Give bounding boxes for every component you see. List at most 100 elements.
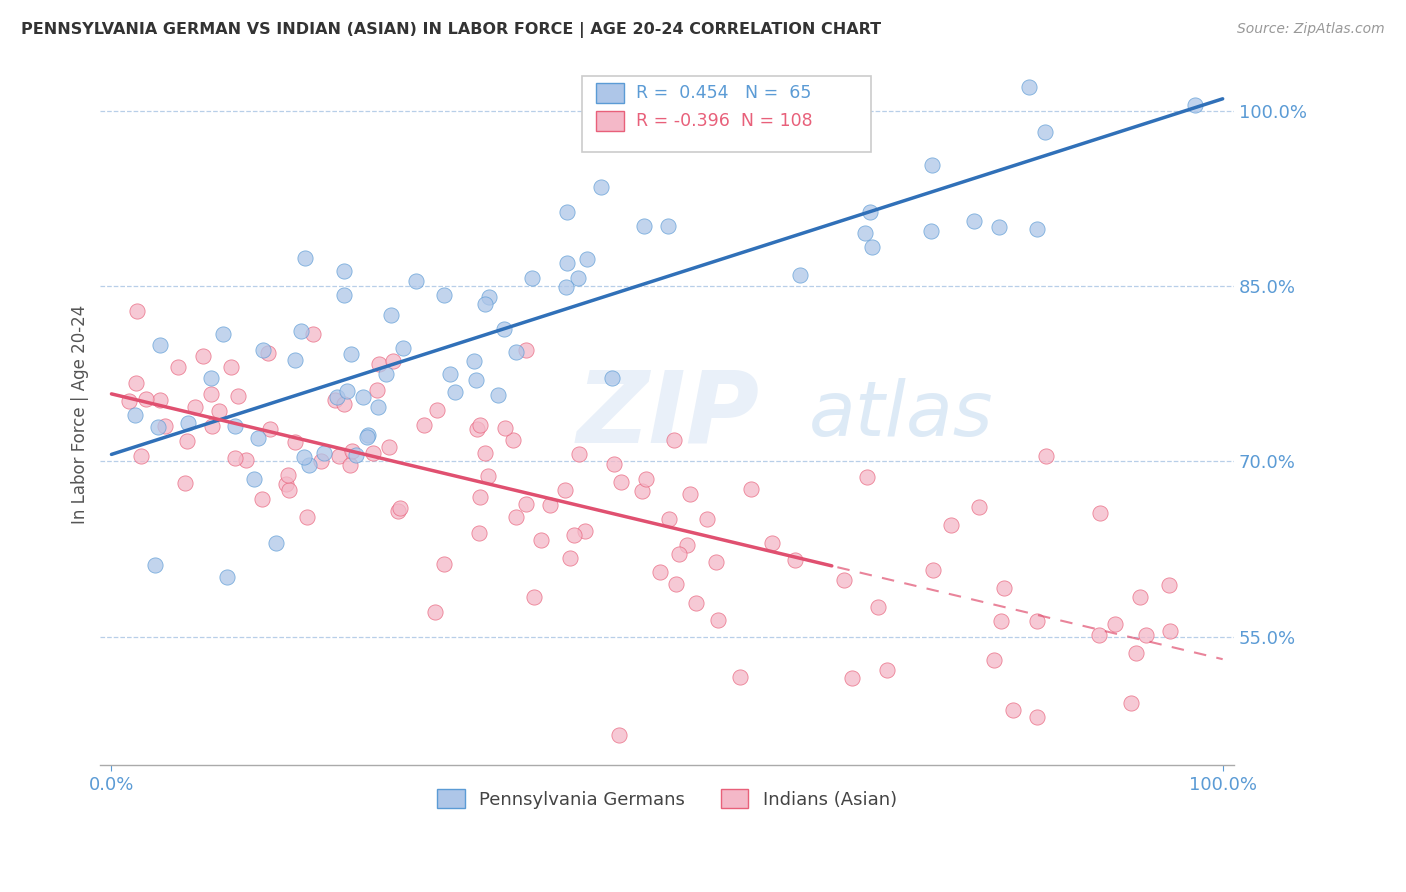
FancyBboxPatch shape — [596, 111, 624, 130]
Point — [333, 397, 356, 411]
Point — [184, 401, 207, 415]
Point — [568, 447, 591, 461]
Point — [176, 416, 198, 430]
Point — [648, 566, 671, 580]
Point — [344, 448, 367, 462]
Point — [301, 327, 323, 342]
Point — [201, 419, 224, 434]
Point — [505, 510, 527, 524]
Point — [555, 256, 578, 270]
Point — [124, 408, 146, 422]
Point — [789, 268, 811, 282]
Point — [486, 388, 509, 402]
Point — [1018, 80, 1040, 95]
Point — [502, 434, 524, 448]
Point — [668, 547, 690, 561]
Point — [193, 349, 215, 363]
Point — [176, 434, 198, 448]
Point — [589, 179, 612, 194]
Point — [226, 388, 249, 402]
Text: Source: ZipAtlas.com: Source: ZipAtlas.com — [1237, 22, 1385, 37]
Point — [610, 475, 633, 490]
Point — [707, 613, 730, 627]
Point — [990, 614, 1012, 628]
Point — [1035, 450, 1057, 464]
Point — [366, 383, 388, 397]
Point — [294, 251, 316, 265]
Point — [200, 371, 222, 385]
Point — [538, 498, 561, 512]
Point — [785, 553, 807, 567]
Point — [558, 550, 581, 565]
Point — [1184, 97, 1206, 112]
Point — [676, 538, 699, 552]
Point — [685, 596, 707, 610]
Point — [468, 490, 491, 504]
Point — [143, 558, 166, 572]
Point — [1135, 627, 1157, 641]
Point — [562, 527, 585, 541]
Point — [314, 446, 336, 460]
Point — [405, 274, 427, 288]
Point — [224, 418, 246, 433]
Point — [224, 451, 246, 466]
Point — [921, 158, 943, 172]
Y-axis label: In Labor Force | Age 20-24: In Labor Force | Age 20-24 — [72, 305, 89, 524]
Point — [567, 271, 589, 285]
Point — [388, 501, 411, 516]
Point — [352, 390, 374, 404]
Point — [246, 431, 269, 445]
Point — [633, 219, 655, 233]
Point — [463, 354, 485, 368]
Point — [1129, 591, 1152, 605]
Point — [761, 536, 783, 550]
Point — [505, 345, 527, 359]
Point — [1033, 125, 1056, 139]
Point — [494, 421, 516, 435]
Point — [631, 484, 654, 499]
Point — [443, 385, 465, 400]
Point — [295, 509, 318, 524]
Point — [740, 483, 762, 497]
Legend: Pennsylvania Germans, Indians (Asian): Pennsylvania Germans, Indians (Asian) — [430, 782, 904, 816]
Point — [1104, 617, 1126, 632]
Point — [340, 347, 363, 361]
Point — [576, 252, 599, 266]
Point — [148, 393, 170, 408]
Text: PENNSYLVANIA GERMAN VS INDIAN (ASIAN) IN LABOR FORCE | AGE 20-24 CORRELATION CHA: PENNSYLVANIA GERMAN VS INDIAN (ASIAN) IN… — [21, 22, 882, 38]
FancyBboxPatch shape — [596, 83, 624, 103]
Point — [477, 469, 499, 483]
Point — [174, 476, 197, 491]
Point — [922, 563, 945, 577]
Point — [339, 458, 361, 472]
Point — [256, 346, 278, 360]
Point — [963, 213, 986, 227]
Point — [433, 558, 456, 572]
Point — [478, 291, 501, 305]
Point — [1026, 710, 1049, 724]
Point — [1119, 696, 1142, 710]
Point — [555, 204, 578, 219]
Point — [679, 486, 702, 500]
Text: R =  0.454   N =  65: R = 0.454 N = 65 — [637, 84, 811, 102]
Point — [323, 393, 346, 408]
Point — [243, 472, 266, 486]
Point — [235, 453, 257, 467]
Point — [1088, 627, 1111, 641]
Point — [1159, 624, 1181, 639]
Point — [492, 322, 515, 336]
Point — [391, 341, 413, 355]
Point — [468, 525, 491, 540]
Point — [382, 353, 405, 368]
Point — [340, 443, 363, 458]
Point — [333, 288, 356, 302]
Point — [264, 536, 287, 550]
Point — [211, 326, 233, 341]
Point — [465, 422, 488, 436]
Point — [129, 449, 152, 463]
FancyBboxPatch shape — [582, 76, 872, 152]
Point — [860, 240, 883, 254]
Point — [841, 671, 863, 685]
Point — [252, 343, 274, 357]
Point — [554, 279, 576, 293]
